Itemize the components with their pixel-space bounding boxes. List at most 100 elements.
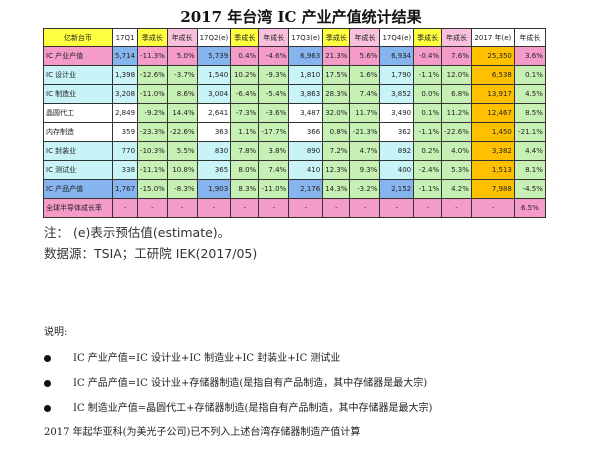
- table-cell: 4.0%: [441, 141, 472, 161]
- table-cell: 1,767: [111, 179, 139, 199]
- table-cell: 7.8%: [230, 141, 260, 161]
- table-cell: 12,467: [470, 103, 515, 123]
- row-label: 内存制造: [43, 122, 113, 142]
- table-cell: 25,350: [470, 46, 515, 66]
- table-cell: 2,641: [196, 103, 232, 123]
- table-row: 内存制造 359 -23.3% -22.6% 363 1.1% -17.7% 366 0.8% -…: [43, 122, 546, 142]
- table-cell: 3,863: [288, 84, 324, 104]
- table-cell: 2,152: [379, 179, 415, 199]
- bullet-item: IC 产品产值=IC 设计业+存储器制造(是指自有产品制造，其中存储器是最大宗): [44, 374, 427, 389]
- table-cell: -: [230, 198, 260, 218]
- table-header-row: 亿新台币 17Q1 季成长 年成长 17Q2(e) 季成长 年成长 17Q3(e) 季成长 年成长…: [43, 28, 546, 47]
- table-cell: 1.6%: [349, 65, 381, 85]
- table-cell: -: [441, 198, 472, 218]
- column-header: 季成长: [322, 28, 351, 47]
- table-cell: 14.3%: [322, 179, 351, 199]
- table-cell: -6.4%: [230, 84, 260, 104]
- table-cell: 830: [196, 141, 232, 161]
- table-cell: 7.2%: [322, 141, 351, 161]
- table-cell: -11.1%: [137, 160, 168, 180]
- table-cell: 1,540: [196, 65, 232, 85]
- row-label: IC 产业产值: [43, 46, 113, 66]
- table-cell: 7.4%: [349, 84, 381, 104]
- table-cell: 11.2%: [441, 103, 472, 123]
- table-cell: 0.2%: [413, 141, 443, 161]
- note-source: 数据源：TSIA；工研院 IEK(2017/05): [44, 246, 258, 261]
- table-cell: 1.1%: [230, 122, 260, 142]
- bullet-icon: [44, 355, 51, 362]
- column-header: 季成长: [413, 28, 443, 47]
- table-row: IC 产品产值 1,767 -15.0% -8.3% 1,903 8.3% -11.0% 2,…: [43, 179, 546, 199]
- table-cell: 1,513: [470, 160, 515, 180]
- table-cell: 362: [379, 122, 415, 142]
- table-cell: 359: [111, 122, 139, 142]
- explanation-heading: 说明:: [44, 327, 68, 338]
- table-cell: -3.6%: [258, 103, 290, 123]
- table-cell: 4.2%: [441, 179, 472, 199]
- table-cell: -: [379, 198, 415, 218]
- table-cell: -21.1%: [513, 122, 546, 142]
- table-cell: 3,852: [379, 84, 415, 104]
- column-header: 2017 年(e): [470, 28, 515, 47]
- table-cell: 4.7%: [349, 141, 381, 161]
- table-cell: 770: [111, 141, 139, 161]
- table-cell: -2.4%: [413, 160, 443, 180]
- table-row: IC 封装业 770 -10.3% 5.5% 830 7.8% 3.8% 890 7.2% 4.7…: [43, 141, 546, 161]
- table-cell: -: [166, 198, 198, 218]
- table-cell: -0.4%: [413, 46, 443, 66]
- table-cell: -4.6%: [258, 46, 290, 66]
- table-cell: -: [322, 198, 351, 218]
- table-cell: 5,714: [111, 46, 139, 66]
- row-label: 全球半导体成长率: [43, 198, 113, 218]
- row-label: IC 封装业: [43, 141, 113, 161]
- row-label: IC 设计业: [43, 65, 113, 85]
- table-cell: -: [111, 198, 139, 218]
- table-cell: -11.3%: [137, 46, 168, 66]
- table-cell: 13,917: [470, 84, 515, 104]
- table-cell: 21.3%: [322, 46, 351, 66]
- table-cell: -1.1%: [413, 122, 443, 142]
- row-label: 晶圆代工: [43, 103, 113, 123]
- table-cell: 8.6%: [166, 84, 198, 104]
- table-cell: -17.7%: [258, 122, 290, 142]
- table-row: IC 产业产值 5,714 -11.3% 5.0% 5,739 0.4% -4.6% 6,96…: [43, 46, 546, 66]
- table-cell: 12.3%: [322, 160, 351, 180]
- table-cell: 4.4%: [513, 141, 546, 161]
- table-cell: 5.5%: [166, 141, 198, 161]
- table-cell: 5.6%: [349, 46, 381, 66]
- table-cell: 8.0%: [230, 160, 260, 180]
- table-row: IC 制造业 3,208 -11.0% 8.6% 3,004 -6.4% -5.4% 3,86…: [43, 84, 546, 104]
- table-cell: 1,903: [196, 179, 232, 199]
- table-cell: -: [470, 198, 515, 218]
- column-header: 17Q4(e): [379, 28, 415, 47]
- table-cell: -: [258, 198, 290, 218]
- table-cell: 7,988: [470, 179, 515, 199]
- table-cell: 11.7%: [349, 103, 381, 123]
- table-cell: -5.4%: [258, 84, 290, 104]
- table-cell: 363: [196, 122, 232, 142]
- table-cell: 3,490: [379, 103, 415, 123]
- bullet-text: IC 产业产值=IC 设计业+IC 制造业+IC 封装业+IC 测试业: [73, 353, 341, 364]
- column-header: 年成长: [349, 28, 381, 47]
- table-cell: 890: [288, 141, 324, 161]
- bullet-text: IC 产品产值=IC 设计业+存储器制造(是指自有产品制造，其中存储器是最大宗): [73, 378, 428, 389]
- table-cell: 8.1%: [513, 160, 546, 180]
- table-cell: 28.3%: [322, 84, 351, 104]
- bullet-item: IC 产业产值=IC 设计业+IC 制造业+IC 封装业+IC 测试业: [44, 349, 340, 364]
- table-cell: 3,004: [196, 84, 232, 104]
- row-label: IC 制造业: [43, 84, 113, 104]
- table-cell: 3,382: [470, 141, 515, 161]
- table-cell: 0.1%: [413, 103, 443, 123]
- table-cell: -11.0%: [258, 179, 290, 199]
- table-cell: 17.5%: [322, 65, 351, 85]
- table-cell: 32.0%: [322, 103, 351, 123]
- table-cell: -9.3%: [258, 65, 290, 85]
- column-header: 亿新台币: [43, 28, 113, 47]
- table-cell: -1.1%: [413, 65, 443, 85]
- column-header: 17Q1: [111, 28, 139, 47]
- table-cell: 0.8%: [322, 122, 351, 142]
- table-cell: 4.5%: [513, 84, 546, 104]
- table-cell: 7.6%: [441, 46, 472, 66]
- table-cell: -3.2%: [349, 179, 381, 199]
- table-cell: -: [413, 198, 443, 218]
